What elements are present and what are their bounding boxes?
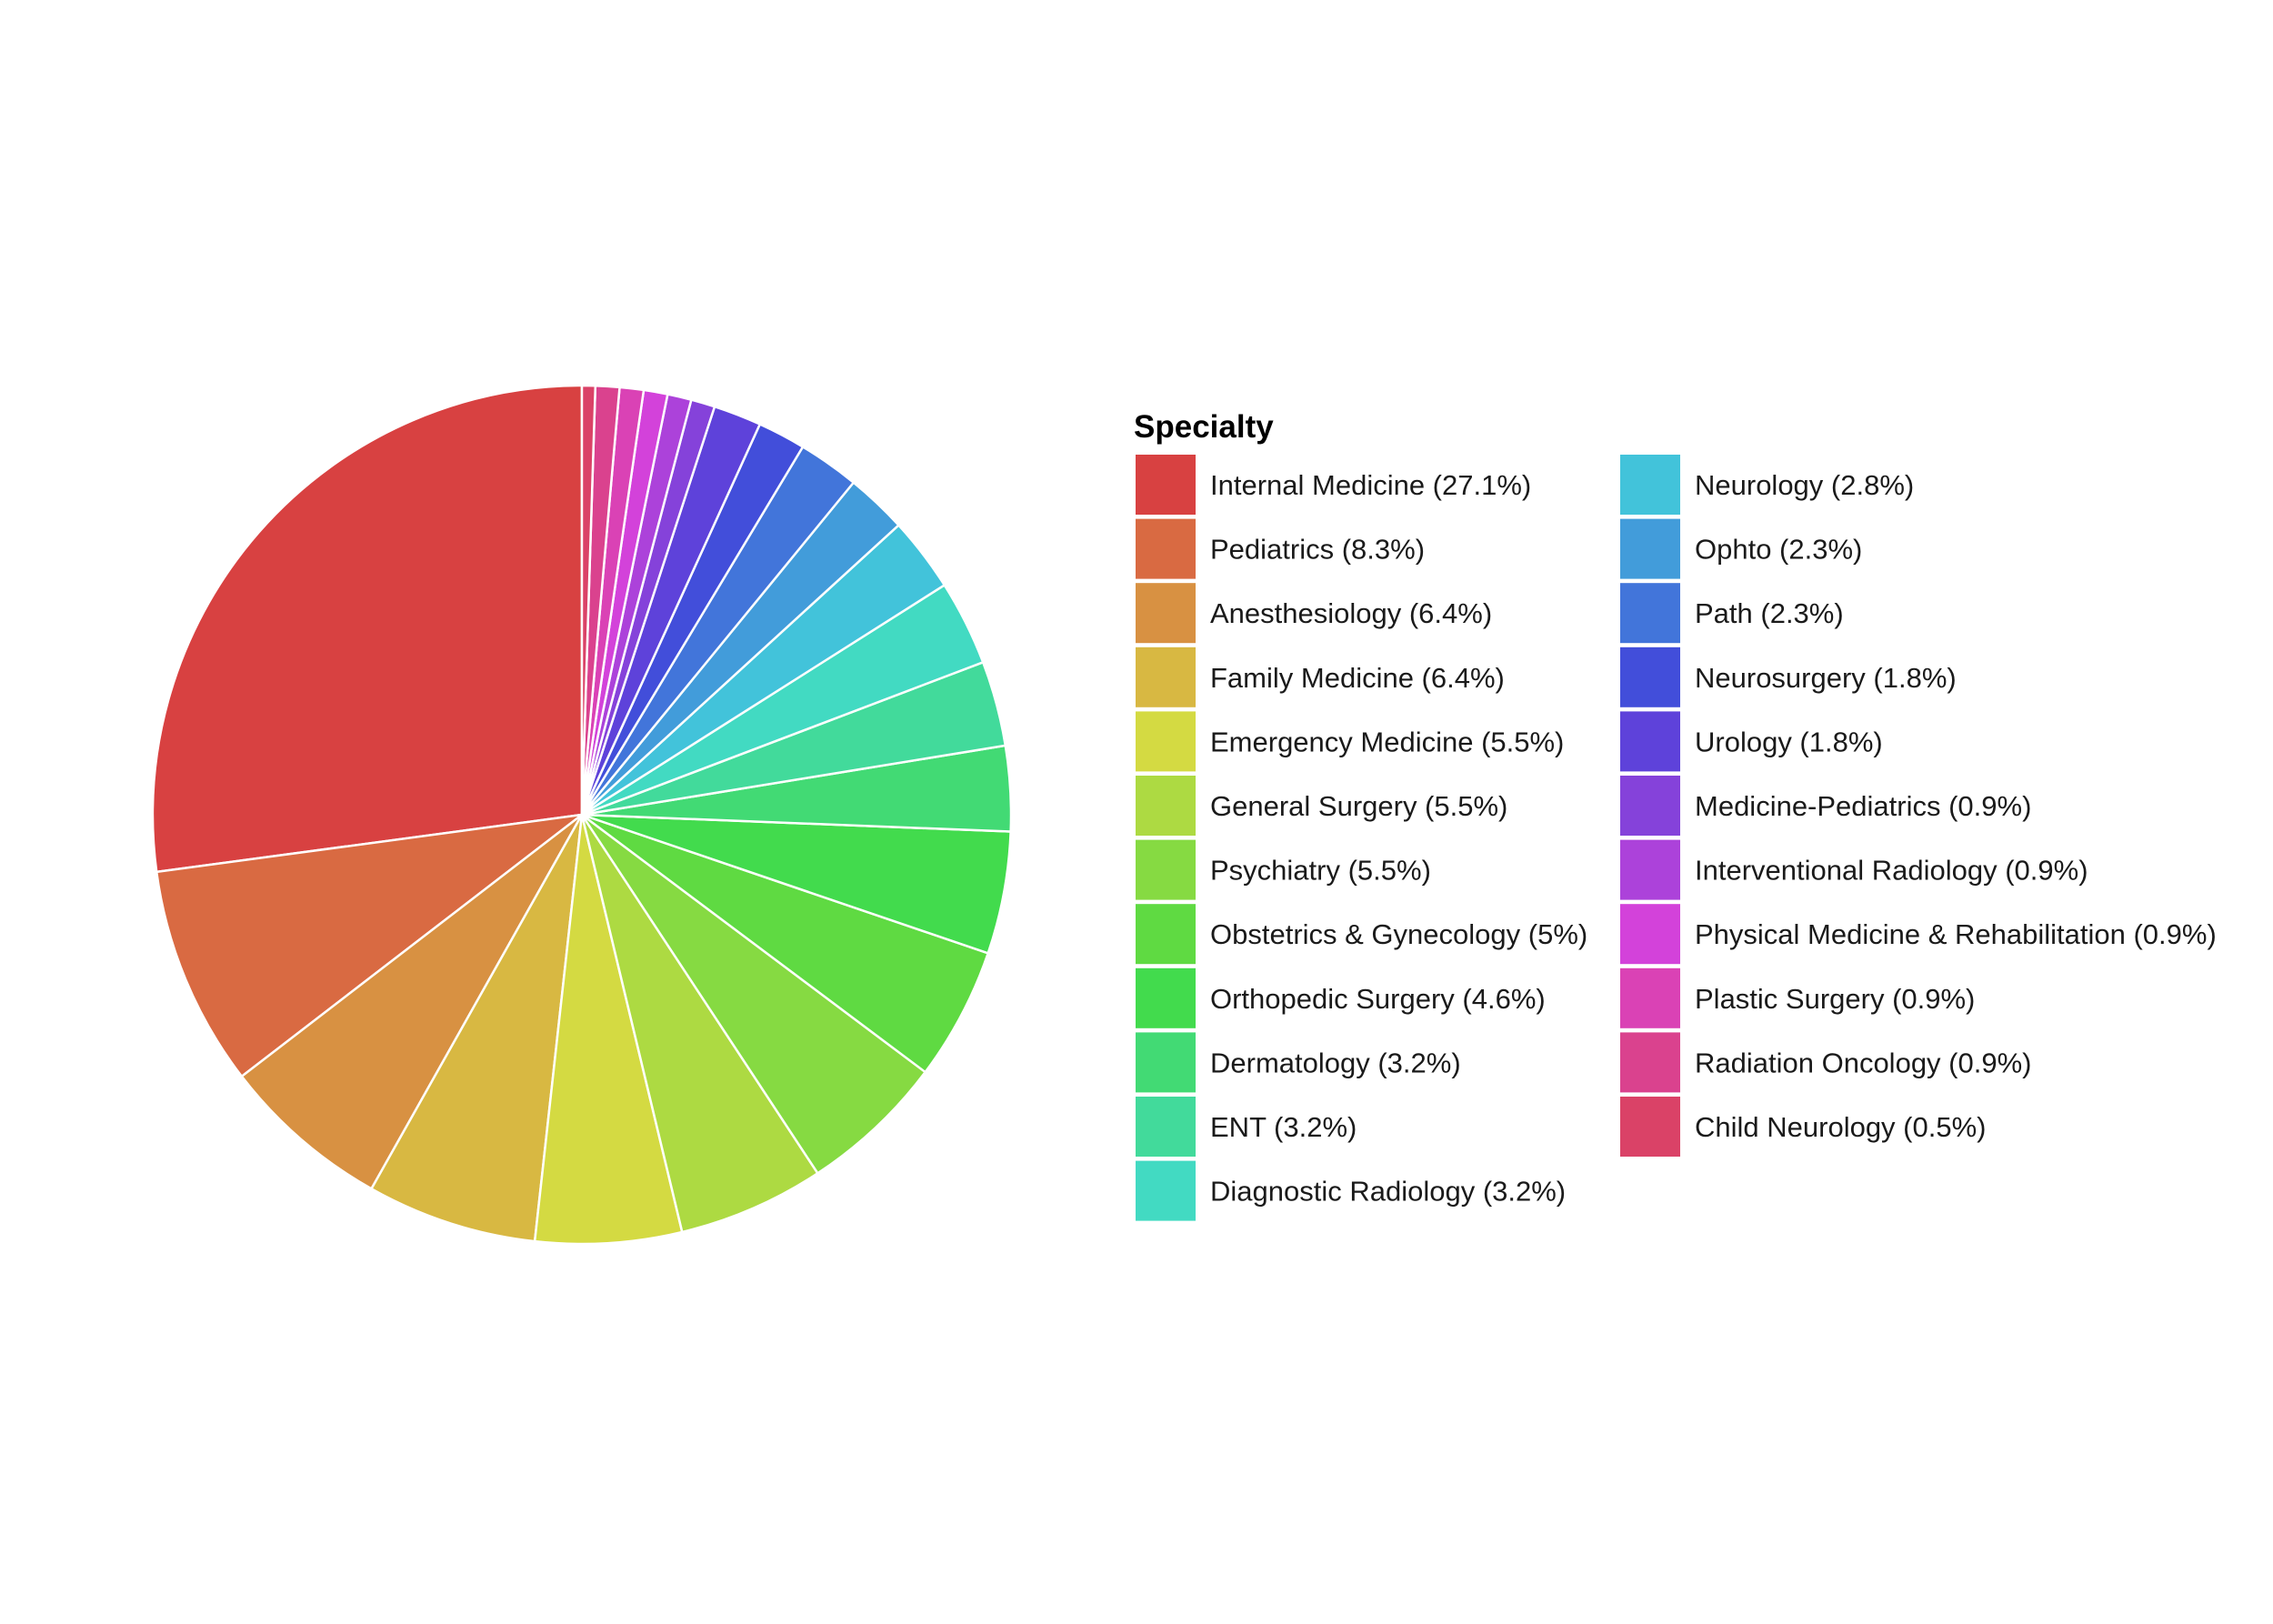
legend-label: Orthopedic Surgery (4.6%) [1210, 983, 1546, 1015]
pie-slice [151, 384, 584, 874]
legend-key [1136, 839, 1196, 900]
legend-key [1620, 776, 1680, 836]
legend-key [1136, 455, 1196, 515]
legend-label: Neurosurgery (1.8%) [1695, 662, 1957, 694]
legend-key [1136, 647, 1196, 707]
legend-key [1136, 518, 1196, 579]
pie-slice [580, 813, 989, 1074]
legend-key [1620, 583, 1680, 644]
legend-label: Medicine-Pediatrics (0.9%) [1695, 790, 2031, 822]
pie-slice [155, 813, 584, 1078]
pie-slice [370, 813, 584, 1243]
legend-label: Emergency Medicine (5.5%) [1210, 726, 1564, 757]
legend-label: Pediatrics (8.3%) [1210, 534, 1425, 566]
legend-label: Family Medicine (6.4%) [1210, 662, 1505, 694]
legend-label: Diagnostic Radiology (3.2%) [1210, 1176, 1566, 1208]
legend-key [1136, 967, 1196, 1028]
legend-label: Ophto (2.3%) [1695, 534, 1862, 566]
legend-key [1136, 583, 1196, 644]
pie-slice [240, 813, 584, 1190]
legend-key [1620, 518, 1680, 579]
legend-label: ENT (3.2%) [1210, 1111, 1357, 1143]
legend-key [1136, 711, 1196, 772]
legend-key [1620, 647, 1680, 707]
legend-label: Obstetrics & Gynecology (5%) [1210, 918, 1587, 950]
pie-slice [580, 384, 597, 817]
legend-label: Interventional Radiology (0.9%) [1695, 855, 2088, 887]
legend-label: Urology (1.8%) [1695, 726, 1883, 757]
legend-label: Radiation Oncology (0.9%) [1695, 1047, 2031, 1078]
legend-key [1620, 1032, 1680, 1093]
legend-key [1136, 776, 1196, 836]
legend-label: Psychiatry (5.5%) [1210, 855, 1431, 887]
legend-key [1620, 455, 1680, 515]
pie-slice [580, 813, 926, 1175]
legend-label: Anesthesiology (6.4%) [1210, 597, 1492, 629]
legend-label: Physical Medicine & Rehabilitation (0.9%… [1695, 918, 2217, 950]
legend-label: Neurology (2.8%) [1695, 469, 1914, 501]
legend-key [1136, 1032, 1196, 1093]
legend-key [1620, 967, 1680, 1028]
legend: Specialty Internal Medicine (27.1%) Pedia… [1134, 409, 2217, 1221]
legend-label: Plastic Surgery (0.9%) [1695, 983, 1975, 1015]
legend-key [1620, 904, 1680, 965]
legend-key [1136, 1097, 1196, 1157]
legend-label: Path (2.3%) [1695, 597, 1844, 629]
legend-label: Dermatology (3.2%) [1210, 1047, 1461, 1078]
pie-slices [151, 384, 1013, 1246]
legend-key [1136, 1160, 1196, 1221]
legend-label: Internal Medicine (27.1%) [1210, 469, 1531, 501]
legend-key [1136, 904, 1196, 965]
legend-title: Specialty [1134, 409, 1274, 445]
legend-key [1620, 711, 1680, 772]
legend-key [1620, 839, 1680, 900]
legend-label: General Surgery (5.5%) [1210, 790, 1507, 822]
legend-key [1620, 1097, 1680, 1157]
legend-label: Child Neurology (0.5%) [1695, 1111, 1986, 1143]
pie-slice [533, 813, 684, 1246]
pie-slice [580, 813, 819, 1234]
